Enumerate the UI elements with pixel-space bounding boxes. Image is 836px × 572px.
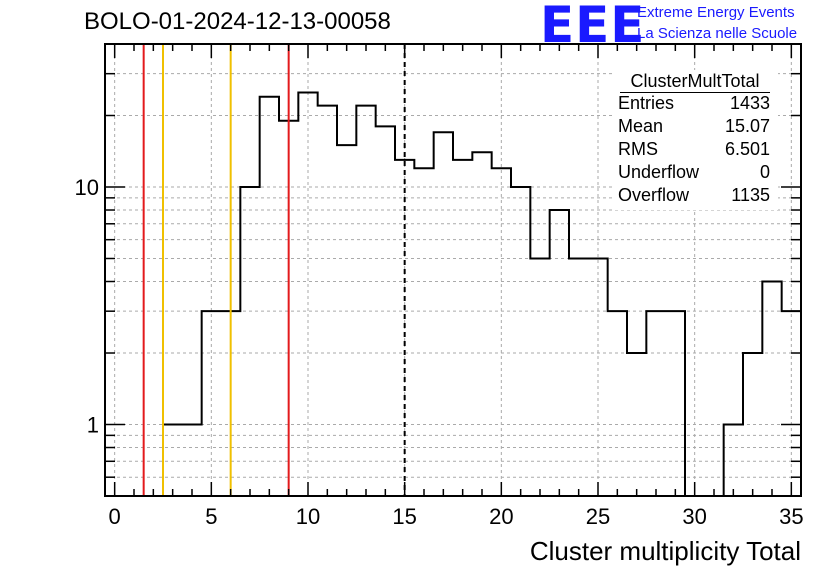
histogram-bin (530, 258, 549, 496)
logo-line-1: Extreme Energy Events (637, 4, 795, 21)
chart-title: BOLO-01-2024-12-13-00058 (84, 8, 391, 35)
x-tick-label: 10 (296, 504, 320, 529)
histogram-bin (260, 97, 279, 496)
x-tick-label: 5 (205, 504, 217, 529)
stats-key: Mean (618, 116, 664, 136)
stats-value: 15.07 (724, 116, 770, 136)
eee-logo: EEE (540, 0, 646, 54)
histogram-bin (743, 353, 762, 496)
y-tick-label: 10 (75, 175, 99, 200)
stats-title: ClusterMultTotal (620, 70, 770, 93)
histogram-bin (414, 168, 433, 496)
x-tick-label: 15 (392, 504, 416, 529)
logo-line-2: La Scienza nelle Scuole (637, 25, 798, 42)
x-tick-label: 30 (682, 504, 706, 529)
x-tick-label: 0 (109, 504, 121, 529)
histogram-bin (453, 160, 472, 496)
stats-value: 1135 (731, 185, 770, 205)
stats-key: Underflow (618, 162, 700, 182)
histogram-bin (762, 282, 781, 496)
x-tick-label: 35 (779, 504, 803, 529)
stats-key: RMS (618, 139, 658, 159)
stats-value: 0 (759, 162, 770, 182)
x-axis-label: Cluster multiplicity Total (530, 536, 801, 566)
histogram-bin (608, 311, 627, 496)
histogram-bin (569, 258, 588, 496)
histogram-bin (550, 210, 569, 496)
histogram-bin (434, 132, 453, 496)
stats-value: 1433 (729, 93, 770, 113)
stats-key: Overflow (618, 185, 690, 205)
x-tick-label: 20 (489, 504, 513, 529)
histogram-bin (318, 106, 337, 496)
histogram-bin (376, 126, 395, 496)
stats-value: 6.501 (724, 139, 770, 159)
histogram-bin (202, 311, 221, 496)
histogram-bin (666, 311, 685, 496)
stats-key: Entries (618, 93, 675, 113)
histogram-bin (240, 187, 259, 496)
histogram-outline (105, 91, 801, 497)
histogram-bin (182, 425, 201, 496)
histogram-bin (163, 425, 182, 496)
histogram-bin (337, 145, 356, 496)
histogram-bin (588, 258, 607, 496)
histogram-bin (492, 168, 511, 496)
stats-box: ClusterMultTotal Entries 1433 Mean 15.07… (612, 70, 778, 210)
x-tick-label: 25 (586, 504, 610, 529)
histogram-bin (646, 311, 665, 496)
y-tick-label: 1 (87, 413, 99, 438)
histogram-bin (298, 92, 317, 496)
histogram-bin (472, 152, 491, 496)
histogram-bin (511, 187, 530, 496)
histogram-bin (356, 106, 375, 496)
plot-frame (104, 43, 802, 497)
histogram-bin (627, 353, 646, 496)
histogram-bin (782, 311, 801, 496)
histogram-bin (724, 425, 743, 496)
